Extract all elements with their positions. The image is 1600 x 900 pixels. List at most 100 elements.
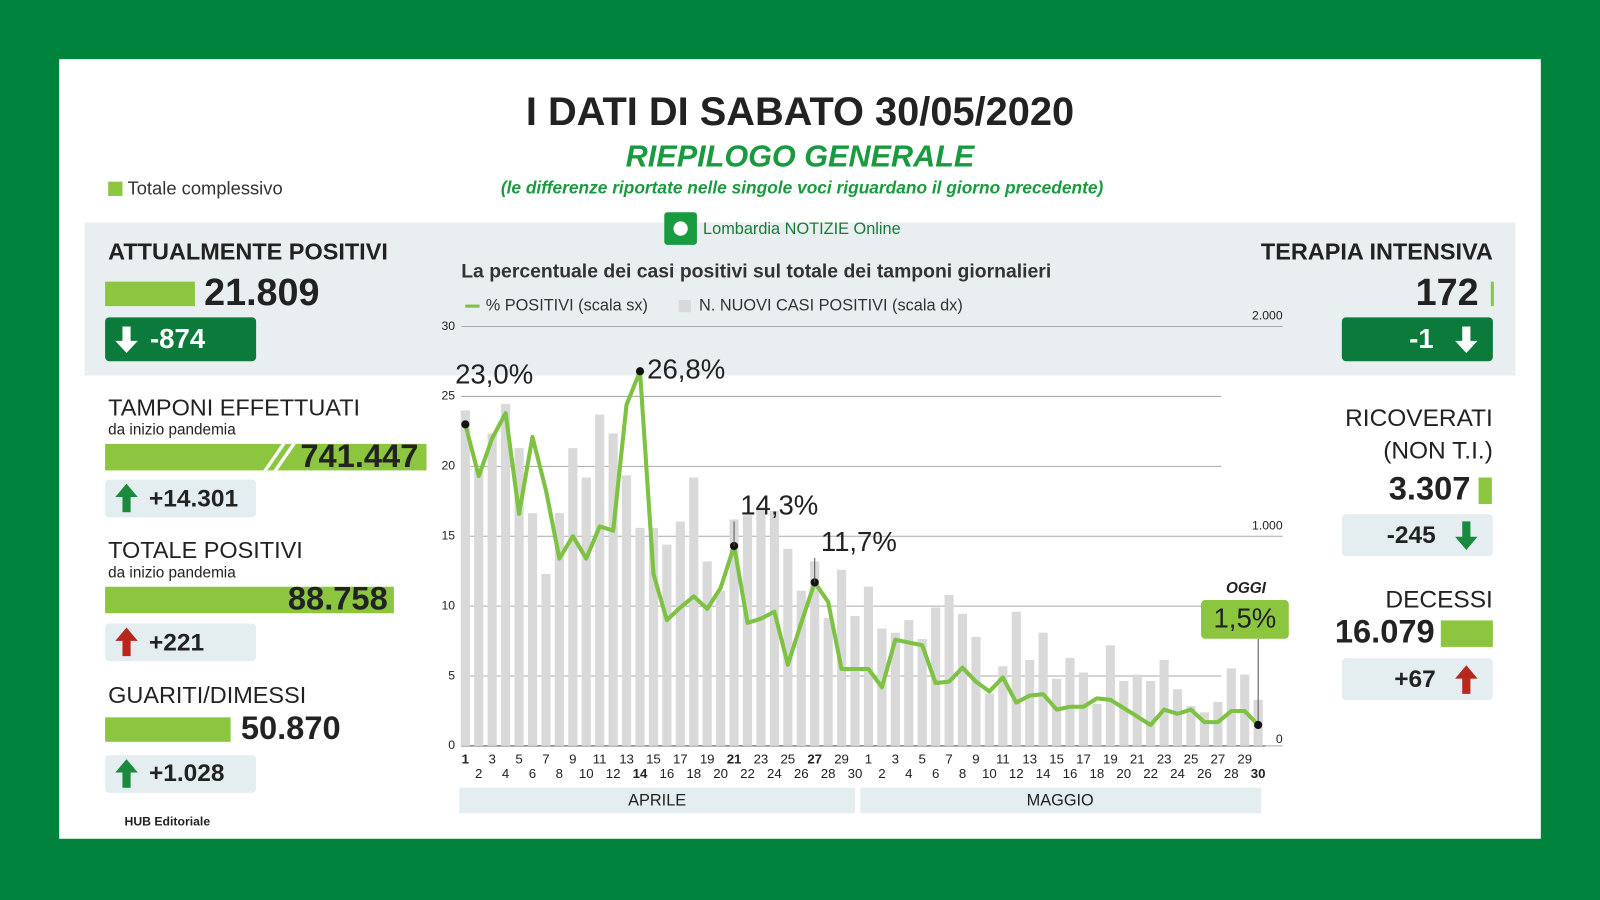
stat-label: TOTALE POSITIVI	[108, 537, 303, 563]
y-tick-label: 15	[441, 528, 455, 542]
x-tick-label: 18	[1090, 766, 1105, 781]
bar	[1119, 680, 1129, 746]
bar	[1132, 674, 1142, 746]
x-tick-label: 9	[972, 752, 979, 767]
x-tick-label: 23	[754, 752, 769, 767]
change-box	[105, 317, 257, 362]
data-label: 1,5%	[1213, 603, 1276, 634]
x-tick-label: 20	[1116, 766, 1131, 781]
stat-bar	[1478, 477, 1492, 505]
change-box	[105, 479, 257, 518]
y2-tick-label: 1.000	[1252, 518, 1283, 532]
bar	[1186, 706, 1196, 746]
x-tick-label: 24	[1170, 766, 1185, 781]
band-gap	[428, 375, 1276, 386]
x-tick-label: 30	[1251, 766, 1266, 781]
change-box	[105, 755, 257, 793]
x-tick-label: 29	[834, 752, 849, 767]
top-band	[84, 222, 1516, 376]
x-tick-label: 22	[740, 766, 755, 781]
bar	[1038, 632, 1048, 746]
bar	[810, 561, 820, 746]
x-tick-label: 16	[1063, 766, 1078, 781]
change-box	[105, 623, 257, 662]
x-tick-label: 4	[502, 766, 509, 781]
bar	[554, 513, 564, 746]
note: (le differenze riportate nelle singole v…	[501, 177, 1104, 197]
legend-swatch	[108, 181, 123, 196]
stat-change: -874	[150, 323, 206, 354]
change-box	[1341, 514, 1493, 557]
callout-annotation: OGGI	[1226, 580, 1267, 597]
stat-sublabel: (NON T.I.)	[1383, 438, 1493, 465]
stat-bar	[105, 281, 195, 307]
stat-label: ATTUALMENTE POSITIVI	[108, 238, 388, 264]
bar	[957, 613, 968, 746]
bar	[595, 414, 605, 746]
stat-change: -1	[1409, 323, 1434, 354]
y-tick-label: 10	[441, 598, 455, 612]
x-tick-label: 1	[462, 752, 469, 767]
bar	[1199, 712, 1210, 746]
x-tick-label: 7	[542, 752, 549, 767]
bars	[460, 404, 1263, 746]
x-tick-label: 27	[807, 752, 822, 767]
line	[463, 369, 1260, 728]
bar	[998, 666, 1008, 746]
x-tick-label: 2	[475, 766, 482, 781]
bar	[756, 506, 766, 746]
bar	[675, 521, 685, 746]
bar	[823, 618, 833, 746]
arrow-up	[1455, 665, 1478, 694]
stat-change: +14.301	[149, 485, 238, 512]
stat-value: 741.447	[300, 437, 418, 474]
bar	[689, 477, 699, 746]
point	[1254, 720, 1263, 730]
stat-value: 16.079	[1335, 612, 1435, 649]
bar	[527, 513, 538, 746]
y-tick-label: 5	[448, 668, 455, 682]
x-tick-label: 8	[959, 766, 966, 781]
stat-value: 172	[1416, 271, 1479, 313]
x-tick-label: 27	[1210, 752, 1225, 767]
point	[461, 420, 470, 429]
arrow-up	[115, 627, 138, 657]
bar	[514, 448, 524, 746]
x-tick-label: 6	[932, 766, 939, 781]
bar	[1146, 680, 1156, 746]
bar	[1226, 668, 1236, 746]
x-tick-label: 11	[996, 752, 1010, 767]
bar	[944, 594, 954, 746]
stat-value: 50.870	[241, 709, 341, 746]
bar	[474, 469, 484, 746]
stat-bar	[105, 717, 231, 742]
arrow-up	[115, 483, 138, 513]
data-label: 26,8%	[647, 354, 725, 385]
bar	[984, 693, 994, 746]
bar	[931, 607, 941, 746]
stat-change: -245	[1387, 522, 1436, 549]
x-tick-label: 2	[878, 766, 885, 781]
x-tick-label: 5	[919, 752, 926, 767]
x-tick-label: 15	[646, 752, 661, 767]
labels: % POSITIVI (scala sx) N. NUOVI CASI POSIT…	[455, 296, 1289, 781]
bar	[541, 573, 551, 746]
x-tick-label: 22	[1143, 766, 1158, 781]
arrow-down	[1455, 326, 1478, 354]
title: I DATI DI SABATO 30/05/2020	[526, 90, 1074, 134]
data-label: 23,0%	[455, 359, 533, 390]
bar	[662, 544, 672, 746]
arrow-up	[115, 759, 138, 788]
x-tick-label: 23	[1157, 752, 1172, 767]
x-tick-label: 9	[569, 752, 576, 767]
bar	[769, 511, 779, 746]
month-band	[860, 787, 1262, 814]
stat-sublabel: da inizio pandemia	[108, 565, 236, 582]
stat-bar	[105, 586, 394, 614]
legend-swatch	[678, 300, 691, 313]
y-tick-label: 0	[448, 738, 455, 752]
stat-change: +67	[1394, 666, 1436, 693]
x-tick-label: 13	[1022, 752, 1037, 767]
